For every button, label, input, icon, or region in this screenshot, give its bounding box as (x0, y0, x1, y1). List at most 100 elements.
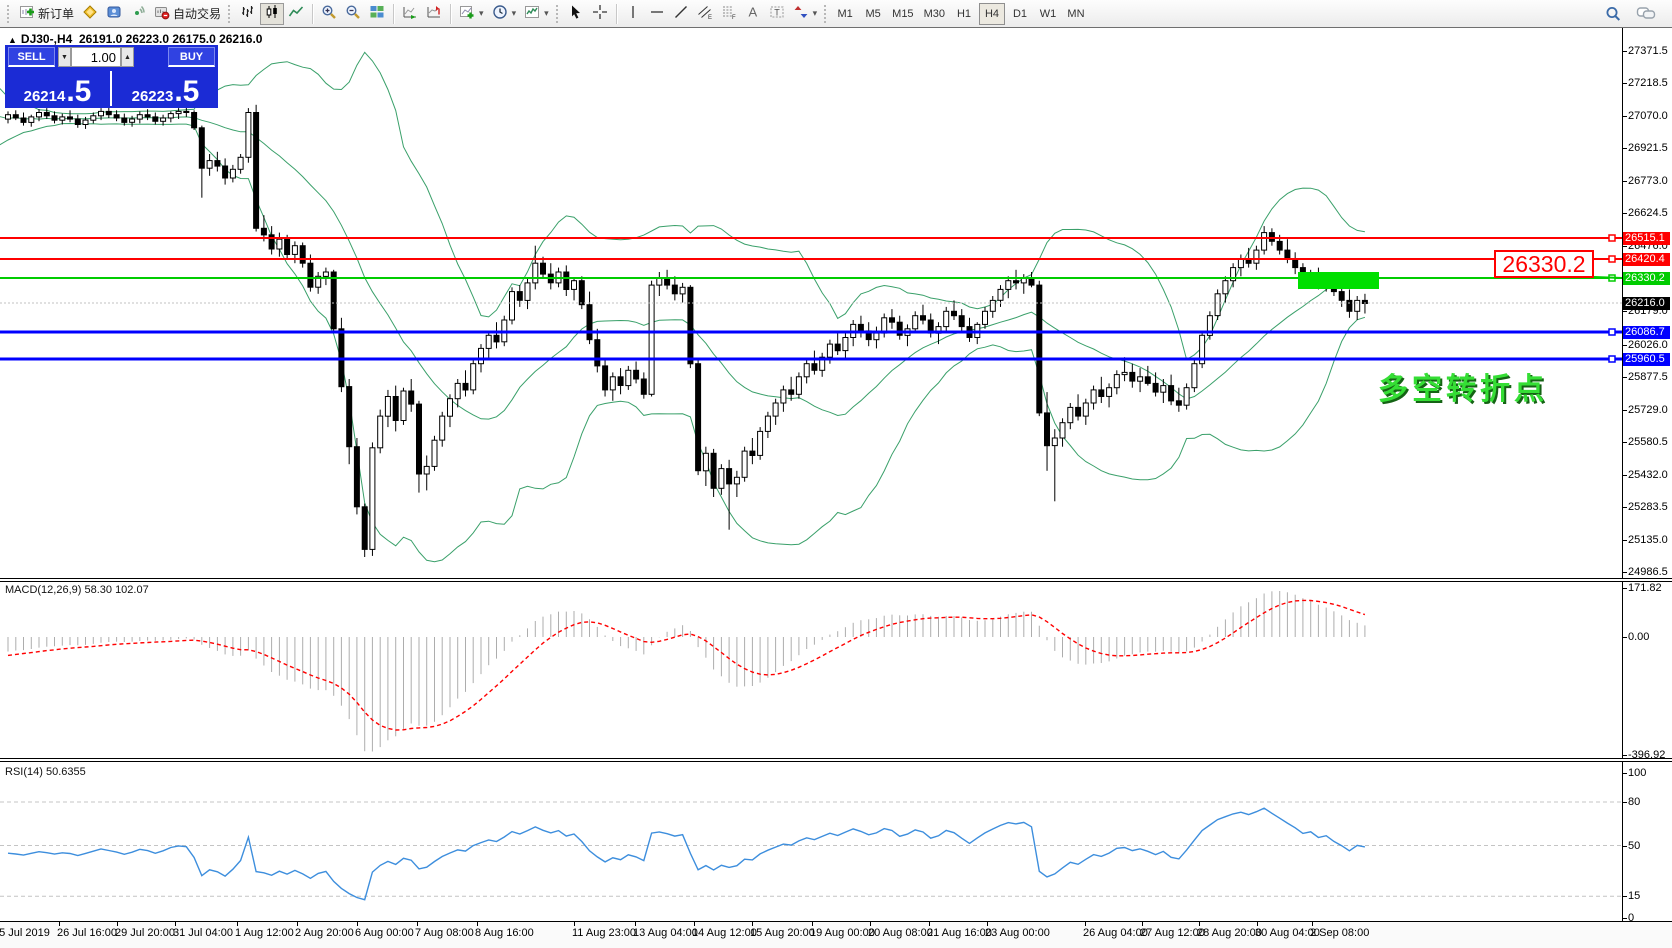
price-line-label: 26420.4 (1623, 252, 1670, 266)
window-splitter[interactable] (0, 578, 1672, 582)
lot-size-input[interactable] (71, 47, 121, 67)
auto-scroll-button[interactable] (398, 3, 422, 25)
price-tick-label: 25283.5 (1628, 501, 1668, 513)
horizontal-line[interactable] (0, 255, 1622, 263)
arrows-icon (793, 4, 809, 23)
price-tick-mark (1622, 345, 1627, 346)
price-tick-label: 25135.0 (1628, 534, 1668, 546)
fibonacci-button[interactable]: F (717, 3, 741, 25)
time-tick-mark (1085, 922, 1086, 926)
price-tick-label: 25877.5 (1628, 371, 1668, 383)
time-tick-mark (635, 922, 636, 926)
zoom-in-button[interactable] (317, 3, 341, 25)
timeframe-button-D1[interactable]: D1 (1012, 7, 1027, 20)
green-rectangle-object[interactable] (1298, 272, 1379, 289)
autotrading-button[interactable]: 自动交易 (150, 3, 225, 25)
buy-price-pips: .5 (174, 75, 200, 108)
time-axis-label: 11 Aug 23:00 (572, 927, 637, 939)
bar-chart-button[interactable] (236, 3, 260, 25)
lot-increase-button[interactable]: ▲ (121, 47, 134, 67)
price-tick-mark (1622, 213, 1627, 214)
time-axis-label: 19 Aug 00:00 (810, 927, 875, 939)
time-axis-label: 14 Aug 12:00 (692, 927, 757, 939)
time-axis-label: 21 Aug 16:00 (927, 927, 992, 939)
time-tick-mark (1257, 922, 1258, 926)
equidistant-channel-button[interactable]: E (693, 3, 717, 25)
trendline-button[interactable] (669, 3, 693, 25)
signals-button[interactable] (126, 3, 150, 25)
horizontal-line[interactable] (0, 328, 1622, 336)
chat-button[interactable] (1632, 3, 1660, 25)
rsi-tick-mark (1622, 773, 1627, 774)
time-tick-mark (812, 922, 813, 926)
buy-price[interactable]: 26223.5 (113, 69, 218, 108)
search-button[interactable] (1600, 3, 1626, 25)
timeframe-button-MN[interactable]: MN (1067, 7, 1085, 20)
price-annotation-box[interactable]: 26330.2 (1494, 250, 1594, 278)
time-axis-label: 29 Jul 20:00 (115, 927, 175, 939)
rsi-tick-label: 50 (1628, 840, 1641, 852)
line-chart-button[interactable] (284, 3, 308, 25)
window-splitter[interactable] (0, 758, 1672, 762)
timeframe-button-H1[interactable]: H1 (956, 7, 971, 20)
macd-tick-label: -396.92 (1628, 749, 1666, 761)
timeframe-button-M1[interactable]: M1 (837, 7, 853, 20)
timeframe-button-M5[interactable]: M5 (865, 7, 881, 20)
horizontal-line[interactable] (0, 234, 1622, 242)
time-axis-label: 6 Aug 00:00 (355, 927, 414, 939)
chart-window: ▲ DJ30-,H4 26191.0 26223.0 26175.0 26216.… (0, 28, 1672, 948)
price-tick-mark (1622, 540, 1627, 541)
chart-shift-icon (426, 4, 442, 23)
price-tick-label: 25580.5 (1628, 436, 1668, 448)
time-axis-label: 7 Aug 08:00 (415, 927, 474, 939)
macd-values: 58.30 102.07 (84, 584, 149, 596)
vertical-line-button[interactable] (621, 3, 645, 25)
chart-canvas[interactable] (0, 28, 1672, 948)
horizontal-line[interactable] (0, 355, 1622, 363)
macd-histogram (7, 591, 1366, 752)
market-button[interactable] (102, 3, 126, 25)
macd-signal-line (7, 599, 1366, 731)
text-button[interactable]: A (741, 3, 765, 25)
cursor-button[interactable] (564, 3, 588, 25)
text-label-icon: T (769, 4, 785, 23)
chart-shift-button[interactable] (422, 3, 446, 25)
candlestick-series (5, 104, 1368, 557)
bar-chart-icon (240, 4, 256, 23)
time-axis-label: 27 Aug 12:00 (1140, 927, 1205, 939)
periods-button[interactable]: ▾ (488, 3, 521, 25)
candlestick-chart-icon (264, 4, 280, 23)
macd-tick-mark (1622, 755, 1627, 756)
timeframe-toolbar: M1 M5 M15 M30 H1 H4 D1 W1 MN (832, 2, 1089, 25)
candlestick-chart-button[interactable] (260, 2, 285, 25)
lot-decrease-button[interactable]: ▼ (58, 47, 71, 67)
timeframe-button-M30[interactable]: M30 (923, 7, 945, 20)
crosshair-button[interactable] (588, 3, 612, 25)
horizontal-line-button[interactable] (645, 3, 669, 25)
main-toolbar: 新订单 自动交易 ▾ ▾ (0, 0, 1672, 28)
zoom-out-button[interactable] (341, 3, 365, 25)
new-order-button[interactable]: 新订单 (15, 3, 78, 25)
time-tick-mark (175, 922, 176, 926)
metaeditor-button[interactable] (78, 3, 102, 25)
arrows-button[interactable]: ▾ (789, 3, 822, 25)
timeframe-button-M15[interactable]: M15 (892, 7, 914, 20)
tile-windows-button[interactable] (365, 3, 389, 25)
buy-button[interactable]: BUY (168, 47, 215, 67)
equidistant-channel-icon: E (697, 4, 713, 23)
timeframe-button-H4[interactable]: H4 (978, 2, 1005, 25)
indicators-button[interactable]: ▾ (455, 3, 488, 25)
templates-button[interactable]: ▾ (520, 3, 553, 25)
timeframe-button-W1[interactable]: W1 (1039, 7, 1057, 20)
crosshair-icon (592, 4, 608, 23)
macd-tick-label: 171.82 (1628, 582, 1662, 594)
collapse-panel-icon[interactable]: ▲ (8, 35, 17, 45)
time-axis-label: 23 Aug 00:00 (985, 927, 1050, 939)
text-label-button[interactable]: T (765, 3, 789, 25)
sell-price[interactable]: 26214.5 (5, 69, 110, 108)
macd-tick-mark (1622, 588, 1627, 589)
rsi-tick-label: 80 (1628, 796, 1641, 808)
sell-price-pips: .5 (66, 75, 92, 108)
sell-button[interactable]: SELL (8, 47, 55, 67)
